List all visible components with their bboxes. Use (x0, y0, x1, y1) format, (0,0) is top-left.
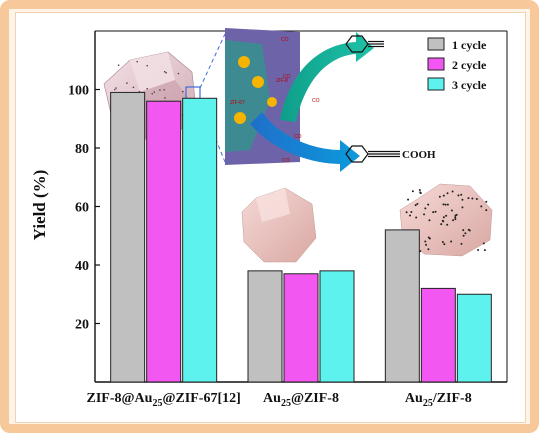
y-tick-label: 80 (75, 142, 89, 157)
legend: 1 cycle 2 cycle 3 cycle (427, 37, 487, 92)
y-axis-title: Yield (%) (30, 170, 49, 241)
bar-1-cycle-2 (384, 229, 420, 383)
bar-2-cycle-0 (146, 100, 182, 383)
bar-3-cycle-1 (319, 270, 355, 383)
bar-1-cycle-0 (110, 91, 146, 383)
product-structure (345, 145, 400, 163)
bar-2-cycle-2 (420, 287, 456, 383)
x-category-labels: ZIF-8@Au25@ZIF-67[12] Au25@ZIF-8 Au25/ZIF-… (87, 391, 472, 409)
phenylacetylene-structure (345, 35, 384, 53)
x-category-label: ZIF-8@Au25@ZIF-67[12] (87, 391, 241, 409)
svg-text:CO: CO (294, 134, 302, 140)
legend-swatch (427, 57, 445, 71)
product-cooh-label: COOH (402, 149, 436, 161)
y-tick-label: 20 (75, 318, 89, 333)
svg-text:CO: CO (283, 74, 291, 80)
core-label: ZIF-67 (230, 100, 245, 106)
bar-3-cycle-2 (456, 293, 492, 383)
x-category-label: Au25/ZIF-8 (405, 391, 472, 409)
svg-text:CO: CO (312, 98, 320, 104)
product-arrow (250, 112, 360, 172)
svg-text:CO: CO (281, 37, 289, 43)
au-on-zif8-crystal-image (399, 183, 493, 257)
legend-swatch (427, 37, 445, 51)
y-tick-label: 40 (75, 259, 89, 274)
legend-swatch (427, 77, 445, 91)
y-ticks: 20 40 60 80 100 (68, 84, 100, 333)
x-category-label: Au25@ZIF-8 (263, 391, 339, 409)
legend-label: 2 cycle (452, 58, 487, 72)
legend-label: 3 cycle (452, 78, 487, 92)
bar-1-cycle-1 (247, 270, 283, 383)
bar-3-cycle-0 (182, 97, 218, 383)
co2-labels: CO CO CO CO CO (281, 37, 320, 164)
reactant-arrow (280, 32, 374, 122)
svg-text:CO: CO (282, 158, 290, 164)
y-tick-label: 100 (68, 84, 89, 99)
bars-layer (110, 91, 492, 383)
shell-label: ZIF-8 (276, 78, 288, 84)
bar-2-cycle-1 (283, 273, 319, 383)
y-tick-label: 60 (75, 201, 89, 216)
legend-label: 1 cycle (452, 38, 487, 52)
